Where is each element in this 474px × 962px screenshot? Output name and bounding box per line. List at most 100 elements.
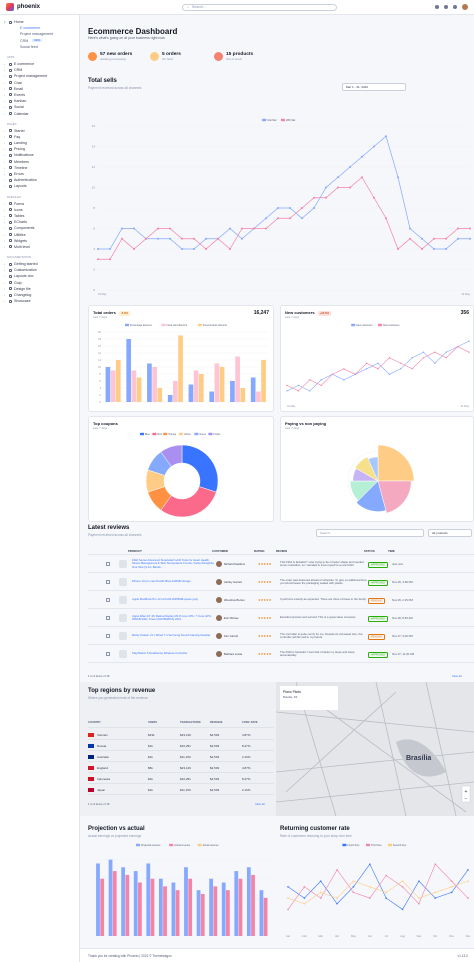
sidebar-item-social[interactable]: › Social bbox=[4, 104, 79, 110]
sidebar-item-errors[interactable]: › Errors bbox=[4, 171, 79, 177]
sidebar-item-chat[interactable]: › Chat bbox=[4, 80, 79, 86]
reviews-view-all-link[interactable]: View all bbox=[452, 674, 462, 678]
sidebar-item-utilities[interactable]: › Utilities bbox=[4, 231, 79, 237]
legend-item-actual-revenue[interactable]: Actual revenue bbox=[174, 844, 191, 847]
row-checkbox[interactable] bbox=[106, 652, 110, 656]
column-header-conv-rate[interactable]: CONV. RATE bbox=[242, 721, 258, 724]
legend-item-new-customers[interactable]: New customers bbox=[383, 324, 400, 327]
reviews-search-input[interactable]: Search... bbox=[316, 529, 424, 537]
bell-icon[interactable] bbox=[444, 5, 448, 9]
sidebar-item-echarts[interactable]: › ECharts bbox=[4, 219, 79, 225]
sidebar-item-home[interactable]: ▾ Home bbox=[4, 19, 79, 25]
sidebar-item-forms[interactable]: › Forms bbox=[4, 201, 79, 207]
legend-item-yellow[interactable]: Yellow bbox=[184, 433, 191, 436]
column-header-users[interactable]: USERS bbox=[148, 721, 157, 724]
sidebar-item-events[interactable]: › Events bbox=[4, 92, 79, 98]
product-link[interactable]: PlayStation 5 DualSense Wireless Control… bbox=[132, 651, 188, 656]
sidebar-item-customization[interactable]: › Customization bbox=[4, 267, 79, 273]
sidebar-sub-crm[interactable]: CRM NEW bbox=[4, 38, 79, 44]
column-header-rating[interactable]: RATING bbox=[254, 548, 265, 553]
avatar[interactable] bbox=[462, 4, 468, 10]
column-header-customer[interactable]: CUSTOMER bbox=[212, 548, 228, 553]
sidebar-sub-social-feed[interactable]: Social feed bbox=[4, 44, 79, 50]
column-header-product[interactable]: PRODUCT bbox=[128, 548, 142, 553]
row-checkbox[interactable] bbox=[106, 598, 110, 602]
product-filter-select[interactable]: All products bbox=[428, 529, 472, 537]
row-checkbox[interactable] bbox=[106, 616, 110, 620]
customer-cell[interactable]: Kim Carroll bbox=[216, 633, 258, 639]
sidebar-item-email[interactable]: › Email bbox=[4, 86, 79, 92]
column-header-status[interactable]: STATUS bbox=[364, 548, 375, 553]
sidebar-item-design-file[interactable]: › Design file bbox=[4, 286, 79, 292]
sidebar-item-changelog[interactable]: › Changelog bbox=[4, 292, 79, 298]
customer-cell[interactable]: Barbara Lucas bbox=[216, 651, 258, 657]
product-link[interactable]: Fitbit Sense Advanced Smartwatch with To… bbox=[132, 557, 215, 569]
sidebar-item-gulp[interactable]: › Gulp bbox=[4, 280, 79, 286]
sidebar-item-crm[interactable]: › CRM bbox=[4, 67, 79, 73]
sidebar-sub-project-management[interactable]: Project management bbox=[4, 31, 79, 37]
sidebar-item-project-management[interactable]: › Project management bbox=[4, 73, 79, 79]
sidebar-item-e-commerce[interactable]: › E commerce bbox=[4, 61, 79, 67]
sidebar-item-kanban[interactable]: › Kanban bbox=[4, 98, 79, 104]
zoom-controls[interactable] bbox=[461, 785, 471, 803]
logo[interactable]: phoenix bbox=[6, 3, 86, 11]
legend-item-new-customers[interactable]: New customers bbox=[356, 324, 373, 327]
zoom-out-icon[interactable]: − bbox=[465, 796, 468, 802]
customer-cell[interactable]: Richard Dawkins bbox=[216, 561, 258, 567]
sidebar-item-faq[interactable]: › Faq bbox=[4, 134, 79, 140]
legend-item-actual-revenue[interactable]: Actual revenue bbox=[203, 844, 220, 847]
legend-item-31st-mar[interactable]: 31st Mar bbox=[267, 119, 277, 122]
product-link[interactable]: Razer Kraken v3 x Wired 7.1 Surroung Sou… bbox=[132, 633, 211, 638]
sidebar-item-layouts[interactable]: › Layouts bbox=[4, 183, 79, 189]
sidebar-item-timeline[interactable]: › Timeline bbox=[4, 165, 79, 171]
sidebar-item-multi-level[interactable]: › Multi level bbox=[4, 244, 79, 250]
legend-item-blue[interactable]: Blue bbox=[145, 433, 150, 436]
legend-item-purple[interactable]: Purple bbox=[213, 433, 221, 436]
legend-item-second-time[interactable]: Second time bbox=[393, 844, 407, 847]
customer-cell[interactable]: Woodrow Burton bbox=[216, 597, 258, 603]
legend-item-orange[interactable]: Orange bbox=[168, 433, 177, 436]
legend-item-28th-mar[interactable]: 28th Mar bbox=[286, 119, 296, 122]
sidebar-item-pricing[interactable]: › Pricing bbox=[4, 146, 79, 152]
zoom-in-icon[interactable]: + bbox=[465, 789, 468, 795]
search-input[interactable]: ⌕ Search... bbox=[182, 3, 337, 11]
sidebar-sub-e-commerce[interactable]: E commerce bbox=[4, 25, 79, 31]
legend-item-fourth-time[interactable]: Fourth time bbox=[347, 844, 360, 847]
sidebar-item-widgets[interactable]: › Widgets bbox=[4, 238, 79, 244]
theme-toggle-icon[interactable] bbox=[435, 5, 439, 9]
sidebar-item-layouts-doc[interactable]: › Layouts doc bbox=[4, 273, 79, 279]
column-header-country[interactable]: COUNTRY bbox=[88, 721, 101, 724]
legend-item-percentage-discount[interactable]: Percentage discount bbox=[130, 324, 152, 327]
sidebar-item-notifications[interactable]: › Notifications bbox=[4, 152, 79, 158]
legend-item-fixed-card-discount[interactable]: Fixed card discount bbox=[166, 324, 187, 327]
row-checkbox[interactable] bbox=[106, 580, 110, 584]
sidebar-item-getting-started[interactable]: › Getting started bbox=[4, 261, 79, 267]
column-header-review[interactable]: REVIEW bbox=[276, 548, 288, 553]
sidebar-item-starter[interactable]: › Starter bbox=[4, 128, 79, 134]
sidebar-item-calendar[interactable]: › Calendar bbox=[4, 110, 79, 116]
customer-cell[interactable]: Eric McGee bbox=[216, 615, 258, 621]
legend-item-third-time[interactable]: Third time bbox=[371, 844, 382, 847]
row-checkbox[interactable] bbox=[106, 634, 110, 638]
date-range-select[interactable]: Mar 1 - 31, 2022 bbox=[342, 83, 406, 91]
product-link[interactable]: iPhone 13 pro max-Pacific Blue-128GB sto… bbox=[132, 579, 191, 584]
legend-item-green[interactable]: Green bbox=[199, 433, 206, 436]
product-link[interactable]: Apple iMac 24" 4K Retina Display M1 8 Co… bbox=[132, 613, 212, 621]
sidebar-item-tables[interactable]: › Tables bbox=[4, 213, 79, 219]
sidebar-item-landing[interactable]: › Landing bbox=[4, 140, 79, 146]
sidebar-item-authentication[interactable]: › Authentication bbox=[4, 177, 79, 183]
column-header-transactions[interactable]: TRANSACTIONS bbox=[180, 721, 201, 724]
column-header-revenue[interactable]: REVENUE bbox=[210, 721, 223, 724]
sidebar-item-components[interactable]: › Components bbox=[4, 225, 79, 231]
apps-grid-icon[interactable] bbox=[453, 5, 457, 9]
regions-view-all-link[interactable]: View all bbox=[255, 802, 265, 806]
column-header-time[interactable]: TIME bbox=[388, 548, 395, 553]
product-link[interactable]: Apple MacBook Pro 13 inch-M1-8/256GB-spa… bbox=[132, 597, 198, 602]
row-checkbox[interactable] bbox=[106, 562, 110, 566]
sidebar-item-showcase[interactable]: › Showcase bbox=[4, 298, 79, 304]
customer-cell[interactable]: Ashley Garrett bbox=[216, 579, 258, 585]
sidebar-item-members[interactable]: › Members bbox=[4, 159, 79, 165]
legend-item-fixed-product-discount[interactable]: Fixed product discount bbox=[203, 324, 227, 327]
sidebar-item-icons[interactable]: › Icons bbox=[4, 207, 79, 213]
